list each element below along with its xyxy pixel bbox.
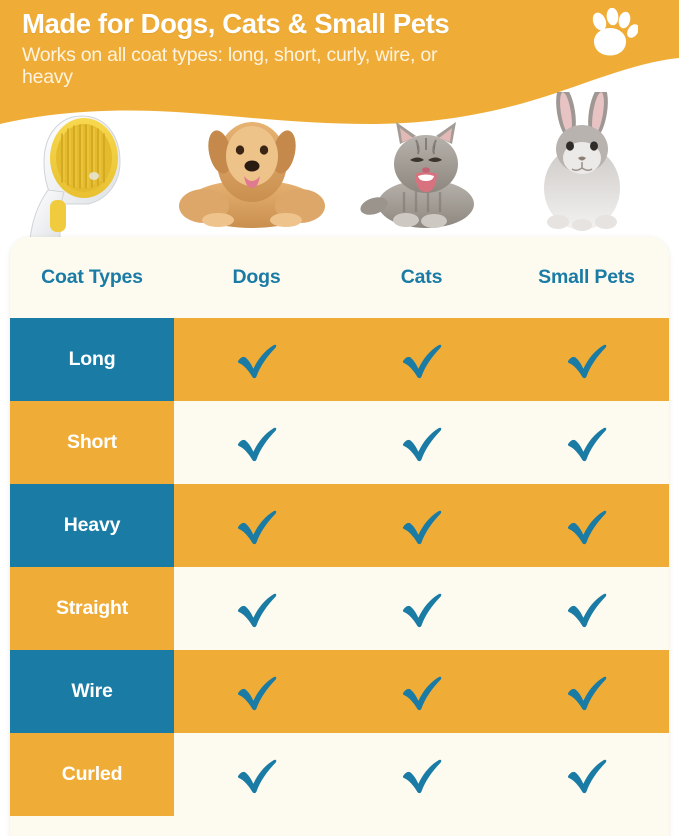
- coat-type-comparison-table: Coat Types Dogs Cats Small Pets Long Sho…: [10, 237, 669, 836]
- checkmark-icon: [567, 759, 606, 793]
- checkmark-icon: [567, 593, 606, 627]
- cell-small-pets: [504, 733, 669, 816]
- column-header-small-pets: Small Pets: [538, 266, 635, 288]
- column-header-dogs: Dogs: [232, 266, 281, 288]
- page-subtitle: Works on all coat types: long, short, cu…: [22, 43, 438, 89]
- table-body: Long Short Heavy Straight Wire: [10, 318, 669, 816]
- checkmark-icon: [237, 427, 276, 461]
- cell-cats: [339, 733, 504, 816]
- table-row: Wire: [10, 650, 669, 733]
- cell-cats: [339, 401, 504, 484]
- cell-cats: [339, 567, 504, 650]
- coat-type-label: Heavy: [10, 484, 174, 567]
- cell-small-pets: [504, 484, 669, 567]
- cell-small-pets: [504, 401, 669, 484]
- header-text-block: Made for Dogs, Cats & Small Pets Works o…: [22, 8, 622, 89]
- checkmark-icon: [567, 344, 606, 378]
- table-row: Curled: [10, 733, 669, 816]
- cell-small-pets: [504, 650, 669, 733]
- cell-dogs: [174, 401, 339, 484]
- table-row: Straight: [10, 567, 669, 650]
- table-row: Long: [10, 318, 669, 401]
- checkmark-icon: [402, 759, 441, 793]
- paw-icon: [592, 8, 638, 56]
- coat-type-label: Wire: [10, 650, 174, 733]
- pet-image-strip: [0, 0, 679, 240]
- checkmark-icon: [237, 344, 276, 378]
- checkmark-icon: [237, 676, 276, 710]
- checkmark-icon: [402, 593, 441, 627]
- cell-cats: [339, 484, 504, 567]
- coat-type-label: Straight: [10, 567, 174, 650]
- table-row: Heavy: [10, 484, 669, 567]
- header-wave-background: [0, 0, 679, 133]
- table-row: Short: [10, 401, 669, 484]
- rabbit-photo: [544, 92, 620, 231]
- checkmark-icon: [567, 676, 606, 710]
- checkmark-icon: [402, 510, 441, 544]
- checkmark-icon: [402, 427, 441, 461]
- cell-cats: [339, 650, 504, 733]
- page-title: Made for Dogs, Cats & Small Pets: [22, 8, 450, 39]
- checkmark-icon: [237, 759, 276, 793]
- cell-dogs: [174, 733, 339, 816]
- cat-photo: [360, 122, 474, 228]
- table-header-row: Coat Types Dogs Cats Small Pets: [10, 237, 669, 318]
- cell-dogs: [174, 484, 339, 567]
- cell-dogs: [174, 650, 339, 733]
- checkmark-icon: [402, 676, 441, 710]
- header-banner: Made for Dogs, Cats & Small Pets Works o…: [0, 0, 679, 150]
- cell-dogs: [174, 567, 339, 650]
- dog-photo: [179, 122, 325, 228]
- cell-small-pets: [504, 318, 669, 401]
- cell-small-pets: [504, 567, 669, 650]
- checkmark-icon: [237, 593, 276, 627]
- column-header-coat-types: Coat Types: [41, 266, 143, 288]
- cell-dogs: [174, 318, 339, 401]
- checkmark-icon: [402, 344, 441, 378]
- checkmark-icon: [567, 510, 606, 544]
- pet-grooming-brush: [29, 115, 121, 240]
- checkmark-icon: [237, 510, 276, 544]
- coat-type-label: Short: [10, 401, 174, 484]
- column-header-cats: Cats: [400, 266, 443, 288]
- coat-type-label: Curled: [10, 733, 174, 816]
- cell-cats: [339, 318, 504, 401]
- coat-type-label: Long: [10, 318, 174, 401]
- checkmark-icon: [567, 427, 606, 461]
